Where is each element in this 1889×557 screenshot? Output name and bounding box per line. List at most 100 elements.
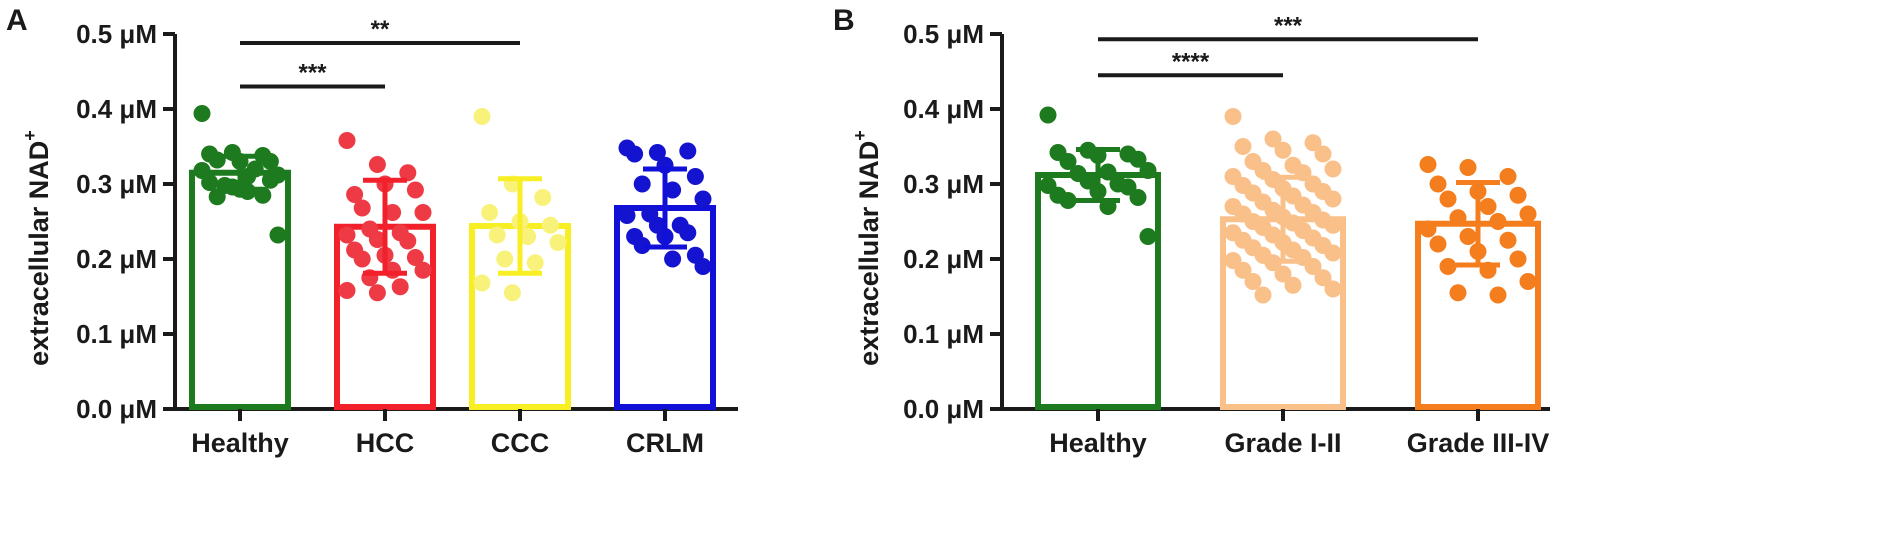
data-point [648, 144, 666, 161]
data-point [1224, 108, 1242, 125]
data-point [1129, 189, 1147, 206]
data-point [1509, 186, 1527, 204]
data-point [1439, 258, 1457, 275]
data-point [1489, 213, 1507, 230]
x-tick-label: Healthy [1049, 428, 1147, 458]
y-axis-title-superscript: + [850, 130, 870, 141]
bars [189, 169, 716, 410]
data-point [1274, 265, 1292, 283]
data-point [1429, 175, 1447, 193]
data-point [399, 164, 417, 182]
data-point [414, 204, 432, 221]
data-point [1479, 198, 1497, 215]
data-point [1324, 280, 1342, 298]
error-bars [218, 153, 687, 276]
data-point [1519, 205, 1537, 223]
data-point [473, 274, 491, 292]
data-point [1429, 235, 1447, 253]
data-point [519, 228, 537, 245]
data-point [1519, 273, 1537, 290]
data-point [473, 108, 491, 125]
panel-letter: B [833, 4, 855, 37]
data-point [1244, 273, 1262, 290]
y-tick-label: 0.2 μM [903, 244, 984, 274]
y-tick-label: 0.2 μM [76, 244, 157, 274]
data-point [193, 105, 211, 122]
data-point [338, 132, 356, 149]
data-point [414, 261, 432, 279]
y-tick-label: 0.3 μM [76, 169, 157, 199]
data-point [1039, 106, 1057, 124]
data-point [1324, 216, 1342, 234]
data-point [1059, 153, 1077, 170]
data-point [1234, 261, 1252, 279]
data-point [201, 174, 219, 191]
data-point [679, 224, 697, 242]
data-point [1449, 284, 1467, 302]
data-point [1324, 160, 1342, 178]
data-point [1449, 209, 1467, 227]
error-bars [1076, 147, 1500, 268]
x-tick-label: Grade I-II [1224, 428, 1341, 458]
data-point [1439, 190, 1457, 208]
data-point [1314, 269, 1332, 287]
data-point [618, 207, 636, 224]
panel-a: A extracellular NAD+ 0.0 μM0.1 μM0.2 μM0… [6, 4, 738, 458]
data-point [246, 160, 264, 178]
data-point [368, 231, 386, 248]
data-point [1459, 159, 1477, 176]
data-point [406, 249, 424, 266]
data-point [664, 181, 682, 199]
y-tick-labels: 0.0 μM 0.1 μM 0.2 μM 0.3 μM 0.4 μM 0.5 μM [903, 19, 984, 424]
data-point [368, 284, 386, 302]
data-point [1139, 162, 1157, 179]
bar [189, 169, 291, 410]
data-point [1234, 138, 1252, 155]
x-tick-labels: Healthy Grade I-II Grade III-IV [1049, 409, 1549, 458]
x-tick-label: Grade III-IV [1407, 428, 1550, 458]
data-point [1254, 286, 1272, 304]
data-point [481, 204, 499, 221]
y-axis-title: extracellular NAD+ [20, 130, 54, 366]
data-point [1509, 250, 1527, 268]
data-point [1284, 276, 1302, 294]
significance-label: ** [371, 16, 390, 43]
significance-label: *** [1274, 12, 1303, 39]
data-points [193, 105, 712, 302]
data-point [353, 199, 371, 217]
data-point [1419, 156, 1437, 173]
data-point [1499, 168, 1517, 185]
y-axis-title-superscript: + [20, 130, 40, 141]
data-point [664, 250, 682, 268]
data-point [406, 181, 424, 199]
data-point [1324, 244, 1342, 262]
data-point [338, 226, 356, 244]
y-tick-labels: 0.0 μM 0.1 μM 0.2 μM 0.3 μM 0.4 μM 0.5 μM [76, 19, 157, 424]
panel-letter: A [6, 4, 28, 37]
data-point [686, 168, 704, 185]
data-point [541, 216, 559, 234]
significance-label: **** [1172, 48, 1210, 75]
data-point [496, 250, 514, 268]
data-point [633, 175, 651, 193]
data-point [1324, 190, 1342, 208]
data-point [1499, 231, 1517, 249]
y-tick-label: 0.4 μM [76, 94, 157, 124]
data-point [261, 153, 279, 170]
data-point [346, 186, 364, 203]
data-point [1059, 192, 1077, 209]
data-point [399, 232, 417, 250]
data-point [208, 188, 226, 206]
data-point [1304, 134, 1322, 152]
y-axis-title: extracellular NAD+ [850, 130, 884, 366]
data-point [1314, 145, 1332, 163]
y-tick-label: 0.0 μM [903, 394, 984, 424]
y-axis-title-text: extracellular NAD [854, 141, 884, 366]
data-point [368, 156, 386, 173]
data-point [384, 204, 402, 221]
x-tick-label: Healthy [191, 428, 289, 458]
data-point [1489, 286, 1507, 304]
data-point [391, 278, 409, 296]
data-point [633, 237, 651, 254]
